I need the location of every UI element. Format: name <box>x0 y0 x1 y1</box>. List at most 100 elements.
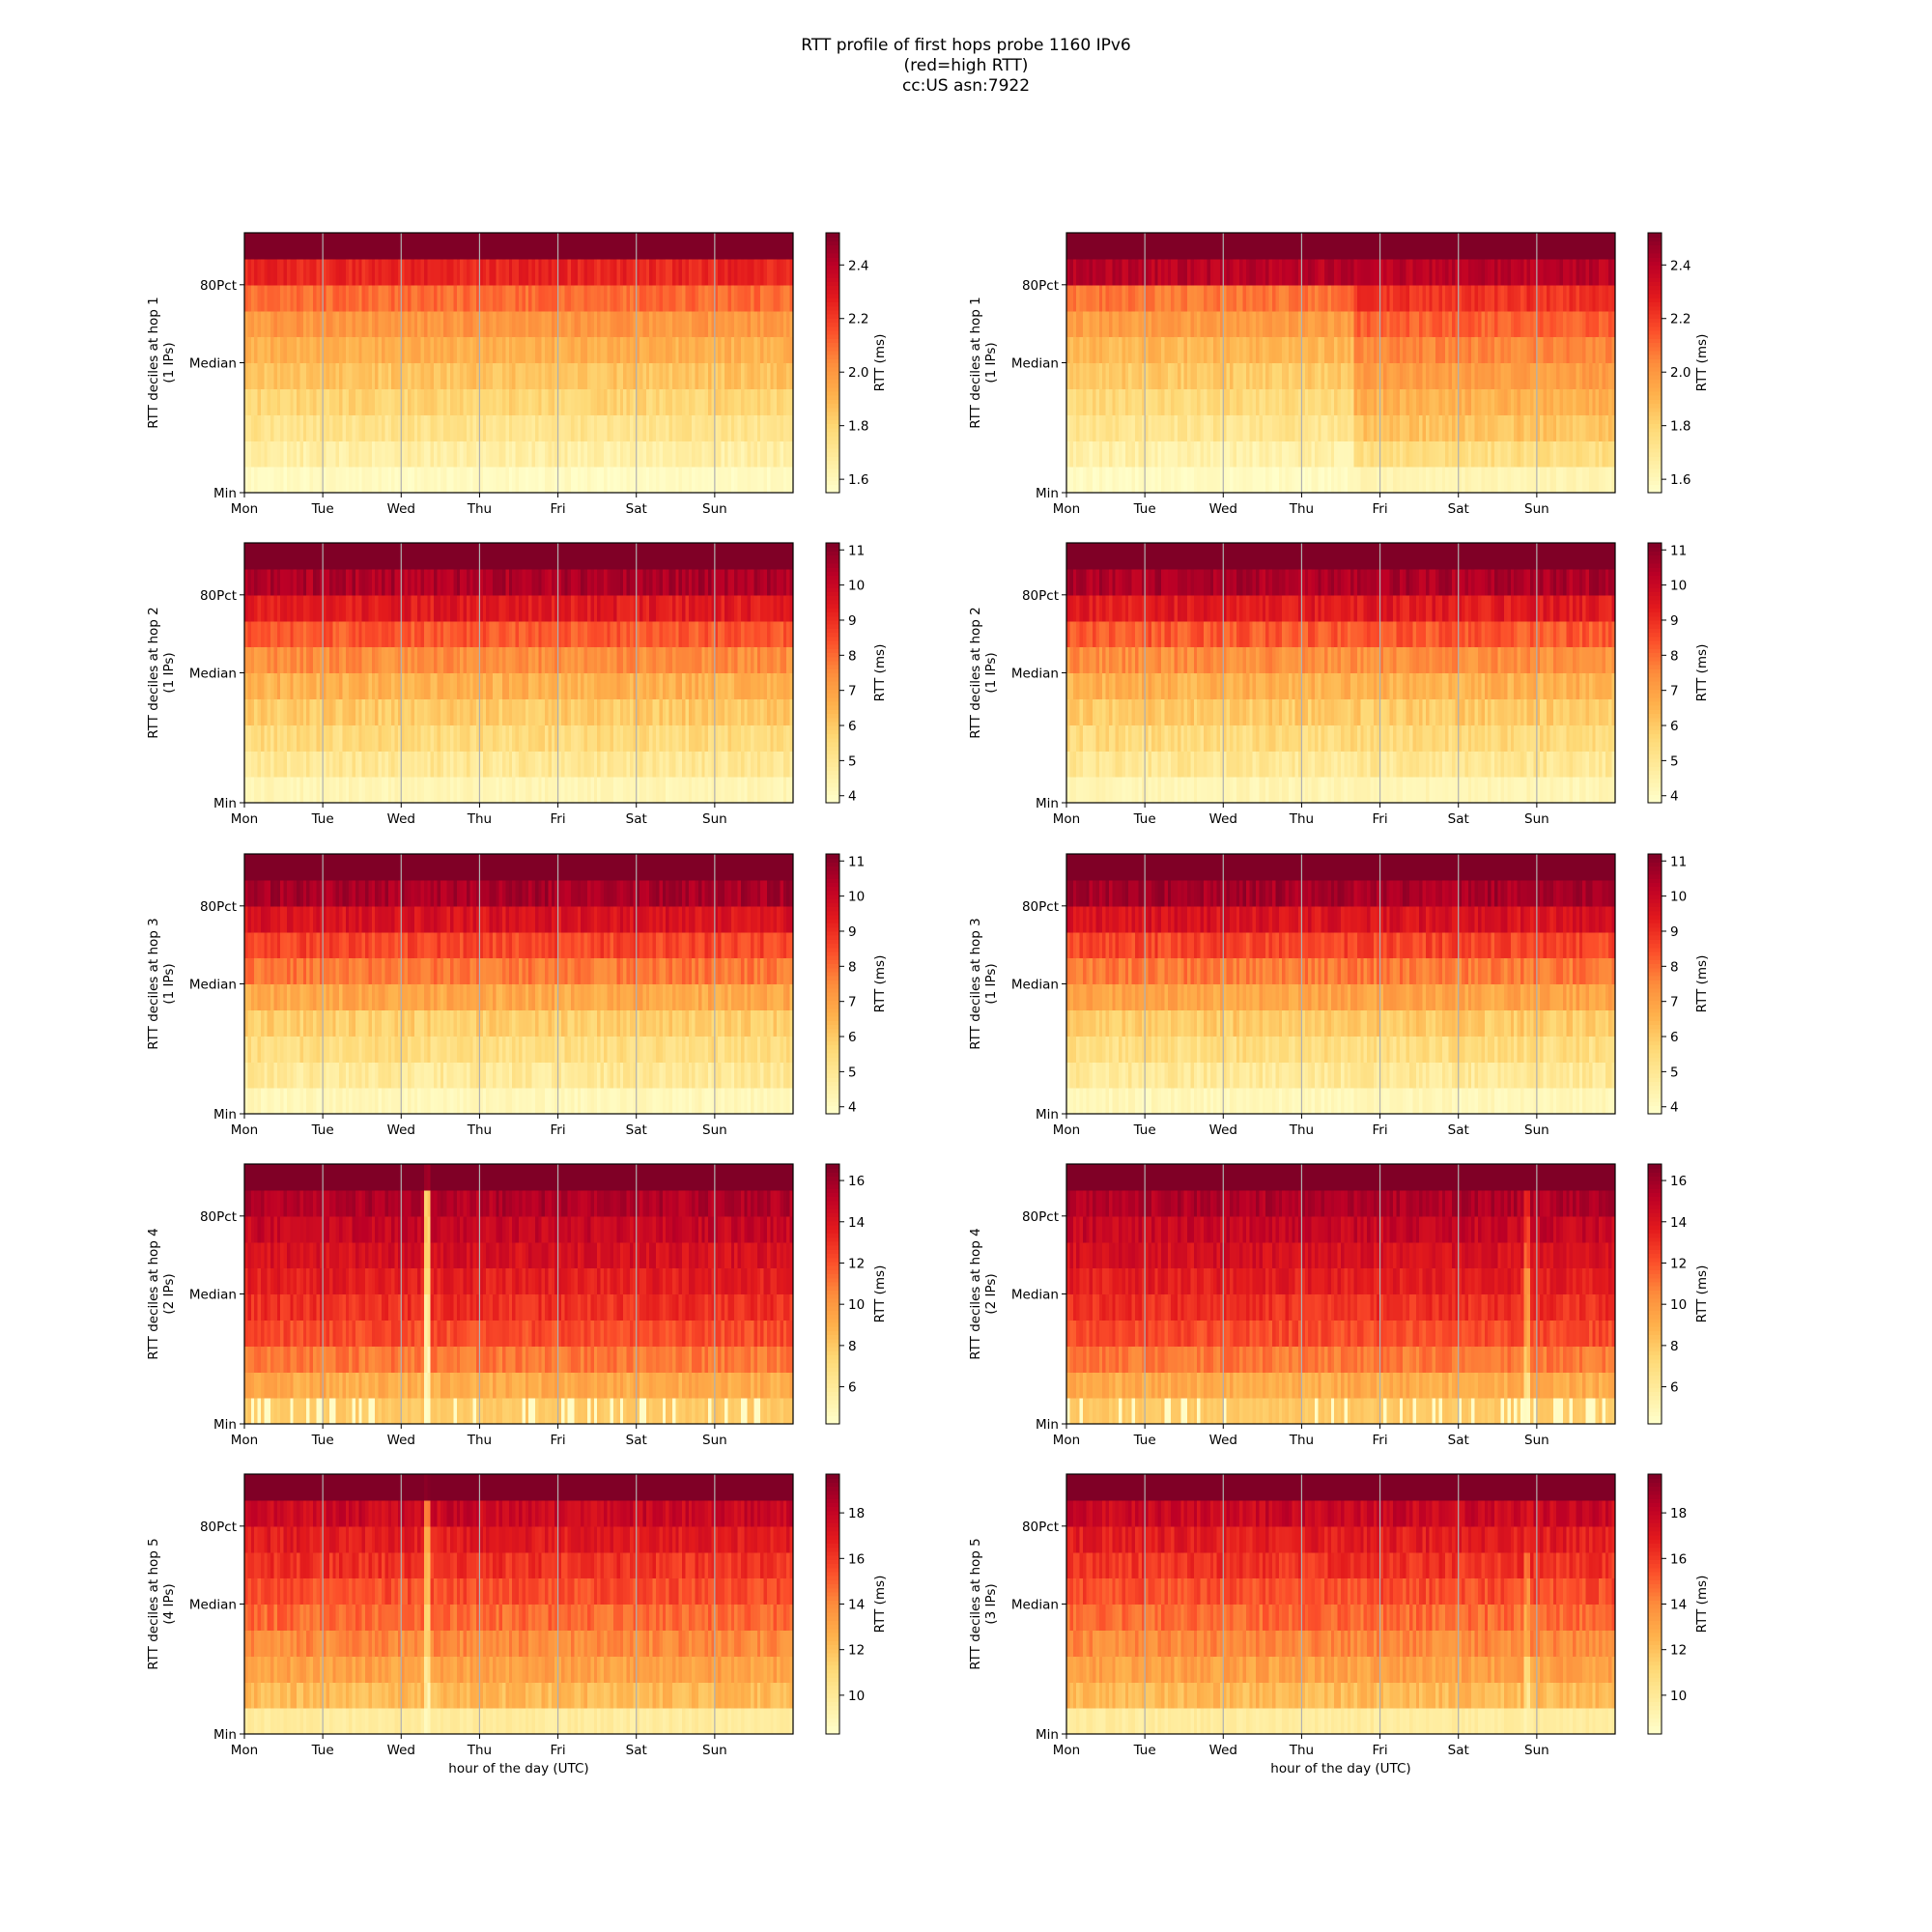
heatmap-cell <box>541 698 546 725</box>
heatmap-cell <box>1223 284 1228 312</box>
heatmap-cell <box>496 336 500 364</box>
heatmap-cell <box>413 336 418 364</box>
colorbar-step <box>826 257 839 263</box>
heatmap-cell <box>522 258 526 286</box>
heatmap-cell <box>671 594 676 622</box>
heatmap-cell <box>534 646 539 674</box>
heatmap-cell <box>1171 440 1176 468</box>
heatmap-cell <box>244 698 248 725</box>
heatmap-cell <box>1219 362 1224 389</box>
heatmap-cell <box>1379 336 1384 364</box>
heatmap-cell <box>534 362 539 389</box>
heatmap-cell <box>260 467 265 494</box>
heatmap-cell <box>430 414 435 441</box>
heatmap-cell <box>659 440 664 468</box>
heatmap-cell <box>642 284 647 312</box>
heatmap-cell <box>479 336 484 364</box>
heatmap-cell <box>1233 388 1237 415</box>
heatmap-cell <box>1213 440 1218 468</box>
heatmap-cell <box>408 362 412 389</box>
heatmap-cell <box>571 646 576 674</box>
heatmap-cell <box>345 362 350 389</box>
heatmap-cell <box>309 284 314 312</box>
heatmap-cell <box>1595 388 1600 415</box>
heatmap-cell <box>1455 467 1460 494</box>
heatmap-cell <box>309 620 314 648</box>
heatmap-cell <box>1592 414 1597 441</box>
heatmap-cell <box>365 467 370 494</box>
heatmap-cell <box>276 568 281 596</box>
heatmap-cell <box>1066 336 1070 364</box>
heatmap-cell <box>548 362 553 389</box>
heatmap-cell <box>326 362 330 389</box>
heatmap-cell <box>639 310 644 338</box>
heatmap-cell <box>250 543 255 570</box>
heatmap-cell <box>293 568 298 596</box>
heatmap-cell <box>1458 336 1463 364</box>
heatmap-cell <box>1403 310 1407 338</box>
heatmap-cell <box>1282 233 1287 260</box>
colorbar-step <box>1648 464 1662 469</box>
heatmap-cell <box>309 672 314 699</box>
heatmap-cell <box>1275 310 1280 338</box>
heatmap-cell <box>1608 467 1613 494</box>
heatmap-cell <box>1445 388 1450 415</box>
heatmap-cell <box>1377 284 1381 312</box>
heatmap-cell <box>671 284 676 312</box>
heatmap-cell <box>1478 388 1482 415</box>
heatmap-cell <box>1249 284 1254 312</box>
heatmap-cell <box>675 620 680 648</box>
heatmap-cell <box>571 233 576 260</box>
colorbar-step <box>826 460 839 466</box>
heatmap-cell <box>1314 310 1319 338</box>
heatmap-cell <box>626 751 631 778</box>
heatmap-cell <box>1177 336 1181 364</box>
heatmap-cell <box>668 440 673 468</box>
heatmap-cell <box>734 258 739 286</box>
heatmap-cell <box>1556 310 1561 338</box>
heatmap-cell <box>472 284 477 312</box>
heatmap-cell <box>264 646 269 674</box>
heatmap-cell <box>355 646 359 674</box>
heatmap-cell <box>583 310 588 338</box>
heatmap-cell <box>587 698 591 725</box>
heatmap-cell <box>1379 467 1384 494</box>
heatmap-cell <box>286 594 291 622</box>
heatmap-cell <box>430 310 435 338</box>
heatmap-cell <box>1396 310 1401 338</box>
heatmap-cell <box>603 362 608 389</box>
heatmap-cell <box>668 233 673 260</box>
heatmap-cell <box>616 258 621 286</box>
heatmap-cell <box>623 543 628 570</box>
heatmap-cell <box>515 620 520 648</box>
heatmap-cell <box>1347 467 1351 494</box>
heatmap-cell <box>361 336 366 364</box>
heatmap-cell <box>382 620 385 648</box>
heatmap-cell <box>1464 467 1469 494</box>
heatmap-cell <box>283 594 288 622</box>
heatmap-cell <box>309 568 314 596</box>
heatmap-cell <box>571 698 576 725</box>
heatmap-cell <box>1204 284 1208 312</box>
heatmap-cell <box>1154 233 1159 260</box>
heatmap-cell <box>571 467 576 494</box>
heatmap-cell <box>1608 362 1613 389</box>
heatmap-cell <box>394 388 399 415</box>
heatmap-cell <box>1086 336 1091 364</box>
heatmap-cell <box>600 646 605 674</box>
heatmap-cell <box>642 388 647 415</box>
heatmap-cell <box>1445 467 1450 494</box>
heatmap-cell <box>1448 440 1453 468</box>
heatmap-cell <box>786 362 791 389</box>
heatmap-cell <box>486 543 491 570</box>
heatmap-cell <box>394 467 399 494</box>
heatmap-cell <box>685 620 690 648</box>
heatmap-cell <box>1504 336 1509 364</box>
heatmap-cell <box>519 698 523 725</box>
heatmap-cell <box>1157 362 1162 389</box>
heatmap-cell <box>659 543 664 570</box>
heatmap-cell <box>1233 362 1237 389</box>
heatmap-cell <box>581 594 585 622</box>
heatmap-cell <box>1399 388 1404 415</box>
heatmap-cell <box>587 414 591 441</box>
